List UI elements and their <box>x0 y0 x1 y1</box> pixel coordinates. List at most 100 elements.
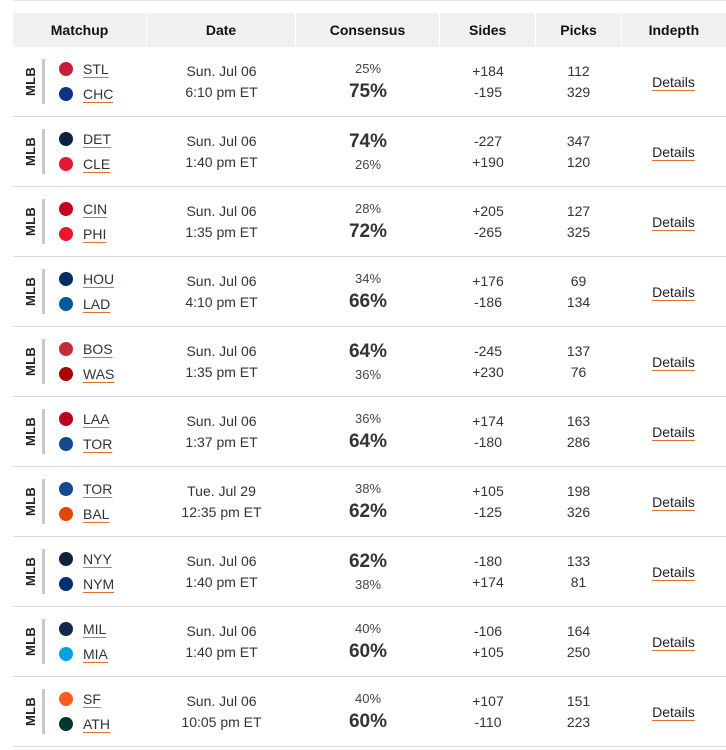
matchup-cell: MLB MIL MIA <box>13 607 147 676</box>
team-away: STL <box>59 60 113 79</box>
side-away: +107 <box>472 692 504 709</box>
matchup-cell: MLB TOR BAL <box>13 467 147 536</box>
consensus-away: 40% <box>354 620 382 636</box>
details-link[interactable]: Details <box>652 423 695 440</box>
picks-away: 127 <box>566 202 591 219</box>
consensus-home: 36% <box>354 366 382 382</box>
indepth-cell: Details <box>621 187 726 256</box>
consensus-home: 64% <box>348 430 388 452</box>
table-row: MLB BOS WAS Sun. Jul 06 1:35 pm ET 64% 3… <box>13 327 726 397</box>
details-link[interactable]: Details <box>652 213 695 230</box>
team-home-link[interactable]: NYM <box>83 576 115 592</box>
team-list: CIN PHI <box>49 200 107 244</box>
team-away: BOS <box>59 340 114 359</box>
picks-cell: 133 81 <box>536 537 621 606</box>
game-time: 1:35 pm ET <box>185 223 258 240</box>
header-sides[interactable]: Sides <box>440 13 537 47</box>
team-home-link[interactable]: CLE <box>83 156 111 172</box>
details-link[interactable]: Details <box>652 283 695 300</box>
top-divider <box>13 0 726 1</box>
indepth-cell: Details <box>621 47 726 116</box>
side-away: +205 <box>472 202 504 219</box>
side-home: -195 <box>473 83 503 100</box>
date-cell: Sun. Jul 06 1:37 pm ET <box>147 397 296 466</box>
consensus-away: 36% <box>354 410 382 426</box>
game-date: Sun. Jul 06 <box>186 272 257 289</box>
side-home: +190 <box>472 153 504 170</box>
header-picks[interactable]: Picks <box>536 13 622 47</box>
league-label: MLB <box>13 117 49 186</box>
team-home-link[interactable]: BAL <box>83 506 110 522</box>
header-matchup[interactable]: Matchup <box>13 13 148 47</box>
team-away-link[interactable]: NYY <box>83 551 112 567</box>
side-home: -180 <box>473 433 503 450</box>
team-home: PHI <box>59 225 107 244</box>
indepth-cell: Details <box>621 117 726 186</box>
team-list: MIL MIA <box>49 620 108 664</box>
indepth-cell: Details <box>621 537 726 606</box>
team-away: MIL <box>59 620 108 639</box>
team-away-link[interactable]: HOU <box>83 271 115 287</box>
side-home: +105 <box>472 643 504 660</box>
team-home-link[interactable]: LAD <box>83 296 111 312</box>
consensus-home: 72% <box>348 220 388 242</box>
team-away-link[interactable]: SF <box>83 691 101 707</box>
picks-cell: 151 223 <box>536 677 621 746</box>
matchup-cell: MLB CIN PHI <box>13 187 147 256</box>
details-link[interactable]: Details <box>652 633 695 650</box>
side-home: -186 <box>473 293 503 310</box>
picks-cell: 137 76 <box>536 327 621 396</box>
sides-cell: +205 -265 <box>440 187 536 256</box>
team-away-link[interactable]: BOS <box>83 341 113 357</box>
details-link[interactable]: Details <box>652 143 695 160</box>
details-link[interactable]: Details <box>652 703 695 720</box>
team-away-link[interactable]: CIN <box>83 201 108 217</box>
game-time: 6:10 pm ET <box>185 83 258 100</box>
sides-cell: -106 +105 <box>440 607 536 676</box>
picks-cell: 69 134 <box>536 257 621 326</box>
picks-away: 198 <box>566 482 591 499</box>
team-away: CIN <box>59 200 107 219</box>
date-cell: Sun. Jul 06 10:05 pm ET <box>147 677 296 746</box>
side-away: +184 <box>472 62 504 79</box>
team-home-link[interactable]: TOR <box>83 436 113 452</box>
sides-cell: +107 -110 <box>440 677 536 746</box>
team-home-link[interactable]: ATH <box>83 716 110 732</box>
picks-home: 134 <box>566 293 591 310</box>
date-cell: Tue. Jul 29 12:35 pm ET <box>147 467 296 536</box>
table-row: MLB CIN PHI Sun. Jul 06 1:35 pm ET 28% 7… <box>13 187 726 257</box>
details-link[interactable]: Details <box>652 353 695 370</box>
team-logo-icon <box>59 717 73 731</box>
team-home-link[interactable]: CHC <box>83 86 114 102</box>
picks-away: 347 <box>566 132 591 149</box>
consensus-cell: 74% 26% <box>296 117 440 186</box>
table-row: MLB NYY NYM Sun. Jul 06 1:40 pm ET 62% 3… <box>13 537 726 607</box>
team-away-link[interactable]: TOR <box>83 481 113 497</box>
team-list: DET CLE <box>49 130 111 174</box>
team-home-link[interactable]: MIA <box>83 646 108 662</box>
team-away: SF <box>59 690 110 709</box>
consensus-cell: 40% 60% <box>296 677 440 746</box>
team-away-link[interactable]: MIL <box>83 621 107 637</box>
consensus-cell: 62% 38% <box>296 537 440 606</box>
team-logo-icon <box>59 202 73 216</box>
team-list: SF ATH <box>49 690 110 734</box>
side-away: -245 <box>473 342 503 359</box>
consensus-home: 62% <box>348 500 388 522</box>
details-link[interactable]: Details <box>652 73 695 90</box>
picks-cell: 163 286 <box>536 397 621 466</box>
team-away: LAA <box>59 410 112 429</box>
team-away-link[interactable]: DET <box>83 131 111 147</box>
team-away-link[interactable]: STL <box>83 61 109 77</box>
team-home-link[interactable]: PHI <box>83 226 107 242</box>
header-date[interactable]: Date <box>147 13 297 47</box>
picks-home: 223 <box>566 713 591 730</box>
side-home: -265 <box>473 223 503 240</box>
team-list: LAA TOR <box>49 410 112 454</box>
team-logo-icon <box>59 132 73 146</box>
header-consensus[interactable]: Consensus <box>296 13 440 47</box>
details-link[interactable]: Details <box>652 563 695 580</box>
team-home-link[interactable]: WAS <box>83 366 115 382</box>
details-link[interactable]: Details <box>652 493 695 510</box>
team-away-link[interactable]: LAA <box>83 411 110 427</box>
